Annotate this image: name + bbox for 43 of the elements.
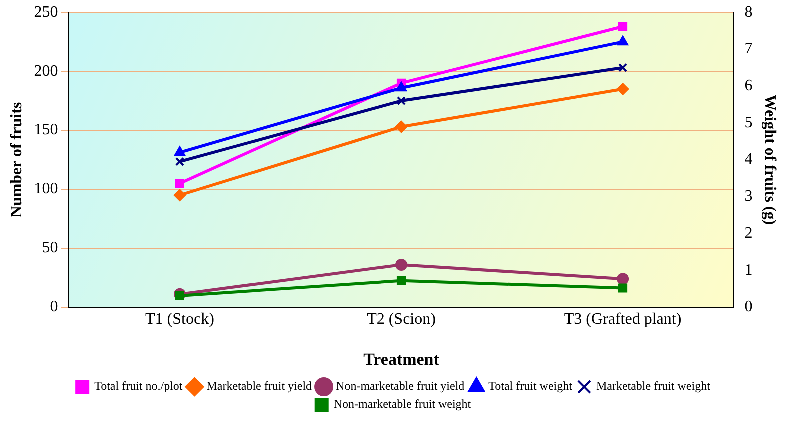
- y-tick-label: 100: [34, 180, 58, 198]
- y2-axis-title: Weight of fruits (g): [761, 94, 778, 226]
- point: [618, 63, 628, 72]
- legend-label: Non-marketable fruit yield: [336, 379, 465, 394]
- point: [618, 284, 628, 293]
- x-tick-label: T3 (Grafted plant): [564, 311, 682, 328]
- legend-label: Total fruit no./plot: [94, 379, 184, 394]
- point: [174, 146, 186, 156]
- point: [175, 291, 184, 301]
- point: [617, 273, 630, 286]
- y-tick-label: 50: [42, 240, 58, 257]
- y2-tick-label: 5: [744, 114, 753, 132]
- legend-label: Marketable fruit yield: [206, 379, 312, 394]
- y-tick-label: 150: [34, 122, 58, 139]
- point: [175, 157, 184, 166]
- legend-label: Non-marketable fruit weight: [334, 397, 472, 412]
- point: [396, 120, 408, 133]
- y2-tick-label: 2: [744, 224, 753, 242]
- y2-tick-label: 4: [744, 151, 753, 168]
- y2-tick-label: 7: [744, 40, 753, 58]
- point: [618, 22, 628, 32]
- x-axis-title: Treatment: [364, 350, 440, 370]
- y2-tick-label: 8: [744, 4, 753, 21]
- y2-tick-label: 6: [744, 78, 753, 95]
- y-tick-label: 200: [34, 62, 58, 80]
- y2-tick-label: 0: [744, 298, 753, 316]
- y2-tick-label: 1: [744, 262, 753, 279]
- point: [396, 96, 406, 106]
- point: [396, 82, 407, 92]
- point: [396, 276, 406, 286]
- point: [175, 179, 184, 188]
- y2-tick-label: 3: [744, 188, 753, 206]
- y-tick-label: 0: [50, 298, 58, 316]
- x-tick-label: T2 (Scion): [367, 311, 436, 328]
- point: [396, 258, 408, 271]
- point: [618, 36, 628, 46]
- legend-label: Total fruit weight: [488, 379, 574, 394]
- point: [617, 83, 630, 96]
- y-axis-title: Number of fruits: [8, 102, 26, 218]
- x-tick-label: T1 (Stock): [146, 311, 214, 328]
- legend-label: Marketable fruit weight: [596, 379, 712, 394]
- point: [174, 189, 186, 202]
- y-tick-label: 250: [34, 4, 58, 21]
